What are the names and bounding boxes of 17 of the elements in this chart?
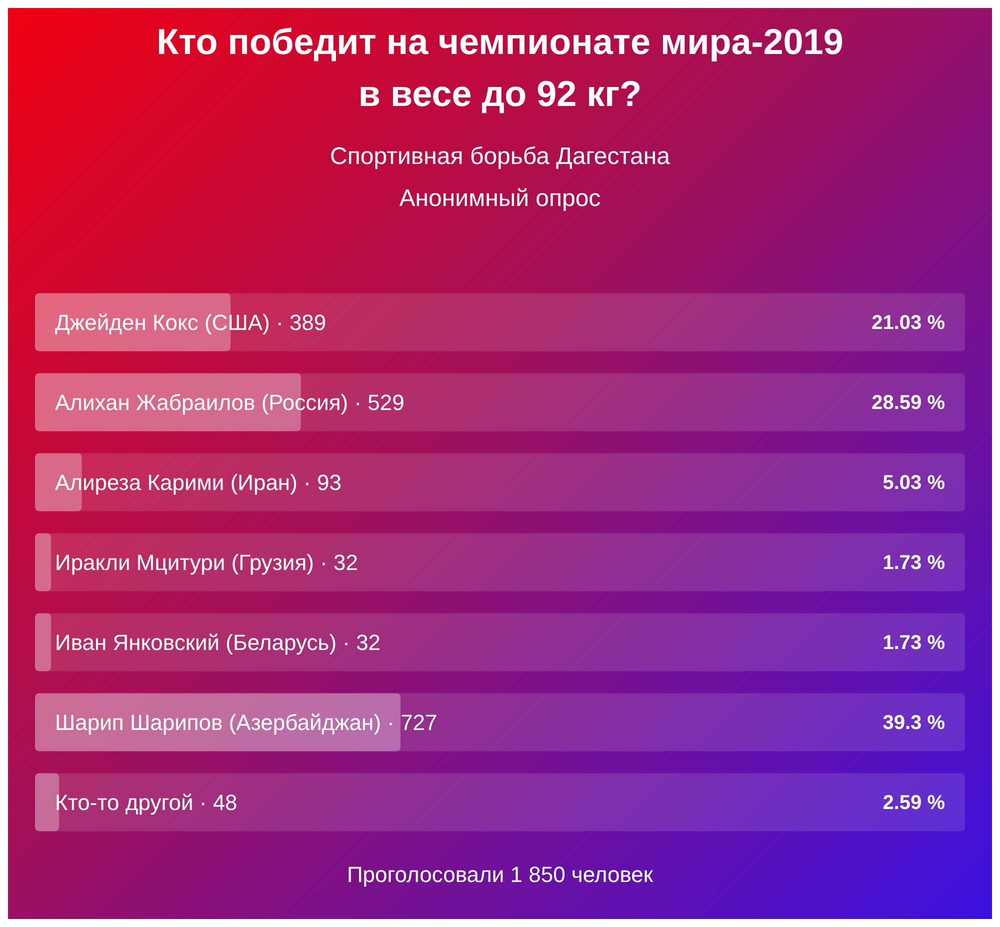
y-tick-label: Шарип Шарипов (Азербайджан) · 727: [55, 710, 438, 735]
data-label: 28.59 %: [872, 392, 946, 414]
data-label: 5.03 %: [882, 472, 946, 494]
data-label: 39.3 %: [882, 712, 946, 734]
y-tick-label: Иракли Мцитури (Грузия) · 32: [55, 550, 358, 575]
y-tick-label: Алихан Жабраилов (Россия) · 529: [55, 390, 404, 415]
data-label: 1.73 %: [882, 632, 946, 654]
chart-title: Кто победит на чемпионате мира-2019 в весе до 92 кг?: [156, 20, 844, 116]
data-label: 2.59 %: [882, 792, 946, 814]
text: Проголосовали 1 850 человек: [346, 862, 654, 888]
chart-subtitle: Спортивная борьба Дагестана Анонимный опрос: [329, 142, 671, 214]
data-label: 1.73 %: [882, 552, 946, 574]
y-tick-label: Алиреза Карими (Иран) · 93: [55, 470, 342, 495]
y-tick-label: Иван Янковский (Беларусь) · 32: [55, 630, 381, 655]
y-tick-label: Кто-то другой · 48: [55, 790, 238, 815]
data-label: 21.03 %: [872, 312, 946, 334]
y-tick-label: Джейден Кокс (США) · 389: [55, 310, 326, 335]
